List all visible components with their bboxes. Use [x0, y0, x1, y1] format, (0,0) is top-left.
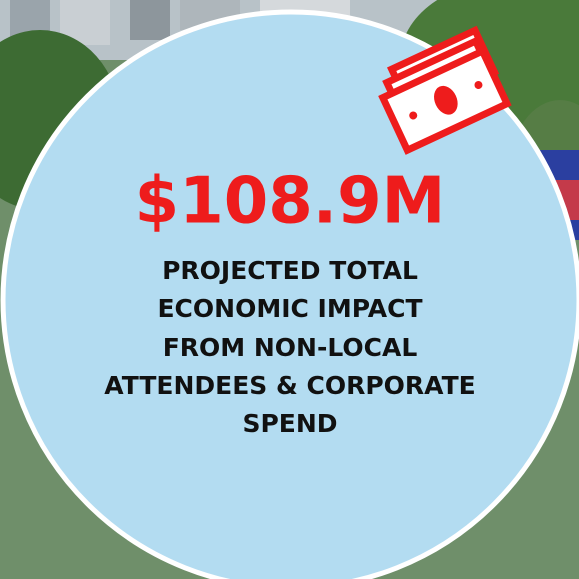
description-line: ATTENDEES & CORPORATE	[104, 371, 475, 400]
description-line: ECONOMIC IMPACT	[157, 294, 422, 323]
headline: $108.9M	[135, 165, 446, 239]
description-line: FROM NON-LOCAL	[163, 333, 418, 362]
description-line: SPEND	[242, 409, 337, 438]
infographic: $108.9M PROJECTED TOTAL ECONOMIC IMPACT …	[0, 0, 579, 579]
description-line: PROJECTED TOTAL	[162, 256, 418, 285]
